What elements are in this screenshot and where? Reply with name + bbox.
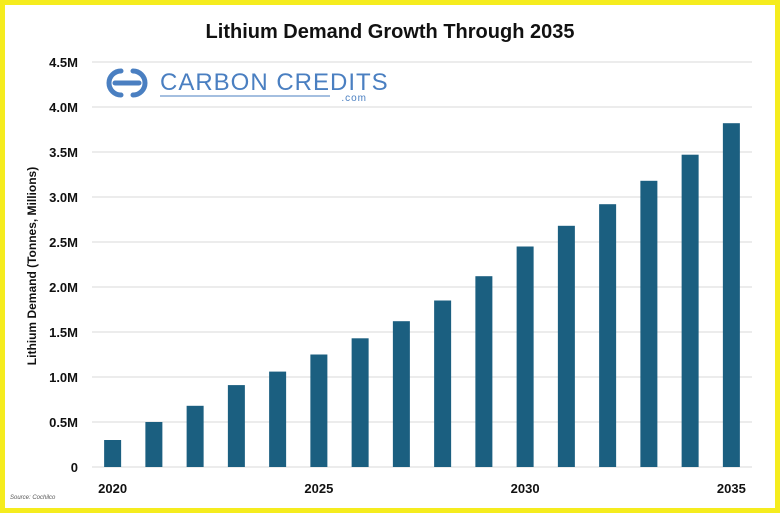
x-tick-label: 2025 <box>304 481 333 496</box>
carbon-credits-logo: CARBON CREDITS .com <box>106 68 389 104</box>
y-tick-label: 1.0M <box>49 370 78 385</box>
chart-title: Lithium Demand Growth Through 2035 <box>206 21 575 43</box>
bar-2024 <box>269 371 287 467</box>
bar-2030 <box>516 246 534 467</box>
y-tick-label: 0 <box>71 460 78 475</box>
bar-2026 <box>351 338 369 467</box>
y-tick-label: 2.5M <box>49 235 78 250</box>
y-tick-label: 4.0M <box>49 100 78 115</box>
source-note: Source: Cochilco <box>10 495 56 501</box>
bar-2033 <box>640 180 658 468</box>
bar-2034 <box>681 154 699 467</box>
bar-2035 <box>722 123 740 467</box>
y-tick-label: 4.5M <box>49 55 78 70</box>
y-tick-label: 3.5M <box>49 145 78 160</box>
bar-2027 <box>392 321 410 467</box>
x-tick-label: 2020 <box>98 481 127 496</box>
y-tick-label: 1.5M <box>49 325 78 340</box>
bar-2025 <box>310 354 328 467</box>
bar-2029 <box>475 276 493 467</box>
brand-suffix: .com <box>341 93 367 104</box>
y-axis-label: Lithium Demand (Tonnes, Millions) <box>25 167 39 365</box>
x-axis-ticks: 2020 2025 2030 2035 <box>98 481 746 496</box>
bar-2021 <box>145 422 163 467</box>
y-tick-label: 0.5M <box>49 415 78 430</box>
x-tick-label: 2035 <box>717 481 746 496</box>
y-tick-label: 3.0M <box>49 190 78 205</box>
bar-2028 <box>434 300 452 467</box>
y-tick-label: 2.0M <box>49 280 78 295</box>
bar-2032 <box>599 204 617 467</box>
bar-2031 <box>557 225 575 467</box>
bar-2023 <box>227 385 245 467</box>
bar-2020 <box>104 440 122 467</box>
y-axis-ticks: 0 0.5M 1.0M 1.5M 2.0M 2.5M 3.0M 3.5M 4.0M 4.5M <box>49 55 78 475</box>
brand-name: CARBON CREDITS <box>160 69 389 96</box>
x-tick-label: 2030 <box>511 481 540 496</box>
bar-2022 <box>186 405 204 467</box>
logo-mark-icon <box>106 68 148 98</box>
bars <box>104 123 740 468</box>
